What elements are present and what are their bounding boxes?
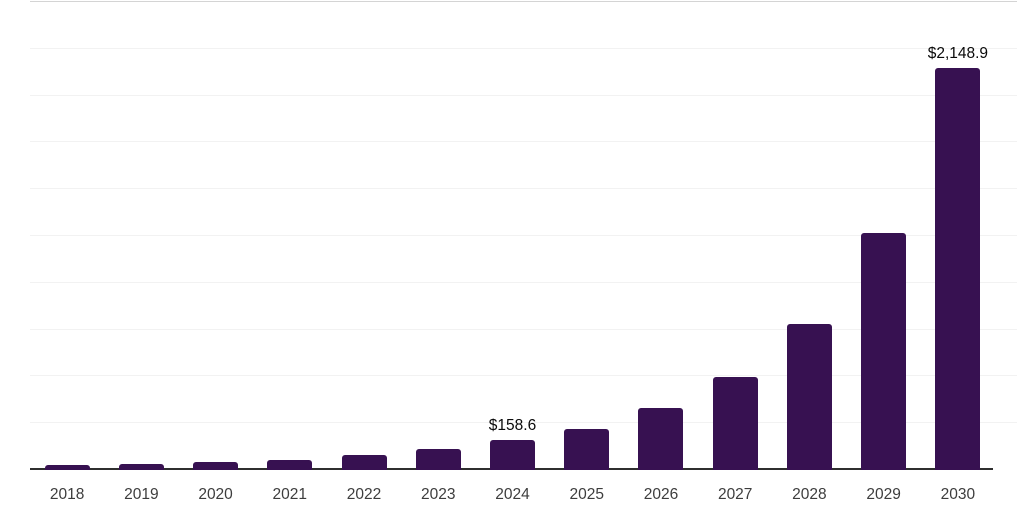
bar-2025[interactable]: [564, 429, 610, 470]
x-tick-label-2022: 2022: [346, 486, 382, 503]
x-tick-label-2023: 2023: [421, 486, 456, 503]
gridline: [30, 1, 1017, 2]
gridline: [30, 422, 1017, 424]
bar-value-label-2030: $2,148.9: [927, 44, 989, 62]
bar-2023[interactable]: [415, 449, 461, 470]
x-tick-label-2029: 2029: [866, 486, 901, 503]
bar-2020[interactable]: [193, 462, 239, 470]
x-tick-label-2025: 2025: [569, 486, 604, 503]
x-tick-label-2024: 2024: [495, 486, 530, 503]
bar-2019[interactable]: [118, 464, 164, 470]
gridline: [30, 281, 1017, 283]
bar-2029[interactable]: [861, 233, 907, 470]
bar-value-label-2024: $158.6: [488, 416, 537, 434]
x-tick-label-2030: 2030: [940, 486, 976, 503]
gridline: [30, 47, 1017, 49]
x-tick-label-2028: 2028: [792, 486, 827, 503]
x-tick-label-2026: 2026: [643, 486, 679, 503]
gridline: [30, 188, 1017, 190]
bar-2024[interactable]: [490, 440, 535, 470]
bar-2027[interactable]: [712, 377, 758, 470]
chart-area: 2018 2019 2020 2021 2022 2023 $158.6 2024 2025 20…: [30, 1, 1017, 503]
bar-2028[interactable]: [786, 324, 832, 470]
x-tick-label-2018: 2018: [49, 486, 85, 503]
x-tick-label-2027: 2027: [717, 486, 753, 503]
bar-2018[interactable]: [44, 465, 90, 470]
bar-2021[interactable]: [267, 460, 313, 470]
bar-2022[interactable]: [341, 455, 387, 470]
gridline: [30, 375, 1017, 377]
x-tick-label-2019: 2019: [124, 486, 159, 503]
gridline: [30, 141, 1017, 143]
gridline: [30, 235, 1017, 236]
x-tick-label-2021: 2021: [272, 486, 308, 503]
bar-2030[interactable]: [935, 68, 981, 470]
x-tick-label-2020: 2020: [198, 486, 233, 503]
gridline: [30, 94, 1017, 96]
bar-2026[interactable]: [638, 408, 684, 470]
gridline: [30, 328, 1017, 330]
